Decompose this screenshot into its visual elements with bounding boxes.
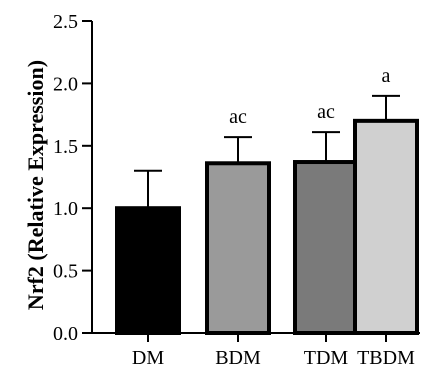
x-tick-label: DM: [132, 347, 164, 369]
y-tick-label: 1.0: [53, 198, 78, 220]
x-tick-label: TBDM: [357, 347, 415, 369]
bar-dm: [115, 206, 181, 335]
x-tick-label: BDM: [215, 347, 261, 369]
significance-label: ac: [229, 106, 247, 128]
bar-tdm: [293, 160, 359, 335]
y-axis-title: Nrf2 (Relative Expression): [23, 60, 48, 310]
y-tick-label: 0.5: [53, 261, 78, 283]
y-tick-label: 2.5: [53, 11, 78, 33]
y-tick-label: 2.0: [53, 73, 78, 95]
x-tick-label: TDM: [304, 347, 349, 369]
y-tick-label: 1.5: [53, 136, 78, 158]
bar-bdm: [205, 161, 271, 335]
bar-tbdm: [353, 118, 419, 335]
y-tick-label: 0.0: [53, 323, 78, 345]
significance-label: ac: [317, 101, 335, 123]
significance-label: a: [382, 65, 391, 87]
